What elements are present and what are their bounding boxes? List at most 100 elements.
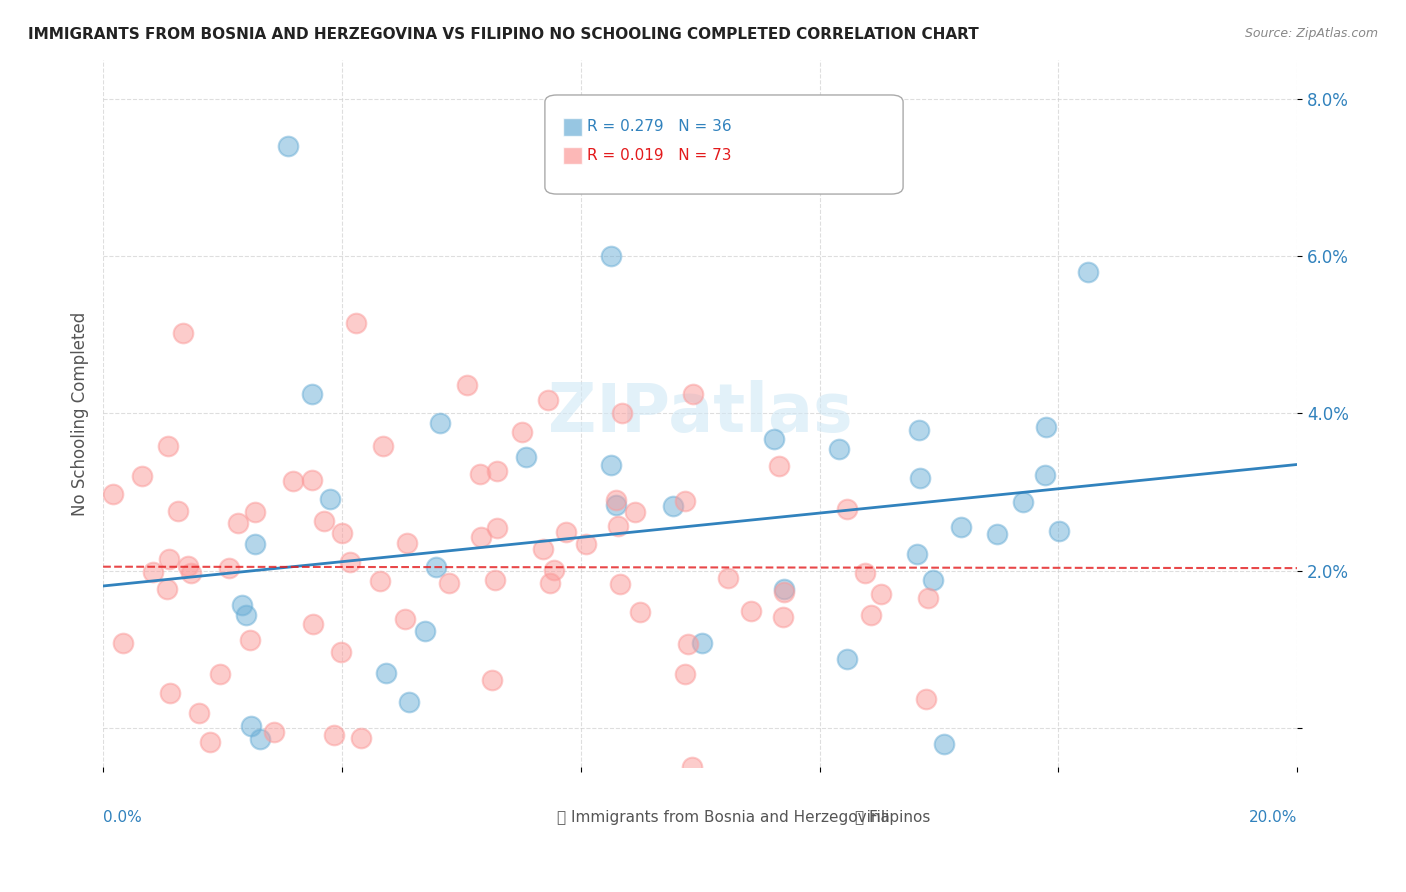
- Point: [1077, 265, 1099, 279]
- Point: [235, 608, 257, 623]
- Point: [835, 651, 858, 665]
- Point: [157, 551, 180, 566]
- Point: [673, 493, 696, 508]
- Point: [555, 524, 578, 539]
- Point: [112, 636, 135, 650]
- Point: [180, 566, 202, 580]
- Point: [322, 728, 344, 742]
- Text: R = 0.279   N = 36: R = 0.279 N = 36: [586, 120, 731, 135]
- Point: [908, 423, 931, 437]
- Point: [330, 526, 353, 541]
- Point: [1047, 524, 1070, 538]
- Point: [394, 612, 416, 626]
- Point: [908, 470, 931, 484]
- Point: [934, 737, 956, 751]
- Point: [690, 635, 713, 649]
- Bar: [562, 146, 582, 164]
- Point: [425, 560, 447, 574]
- Point: [599, 249, 621, 263]
- Point: [717, 571, 740, 585]
- Point: [917, 591, 939, 606]
- Point: [681, 760, 703, 774]
- Text: ZIPatlas: ZIPatlas: [548, 380, 852, 446]
- Point: [1033, 468, 1056, 483]
- Point: [281, 475, 304, 489]
- Point: [682, 387, 704, 401]
- Point: [828, 442, 851, 457]
- Point: [187, 706, 209, 720]
- Point: [330, 645, 353, 659]
- Point: [159, 686, 181, 700]
- Point: [301, 473, 323, 487]
- Point: [398, 695, 420, 709]
- Point: [740, 604, 762, 618]
- Point: [600, 458, 623, 473]
- Point: [167, 504, 190, 518]
- Point: [245, 536, 267, 550]
- Point: [860, 607, 883, 622]
- Text: ⬜ Filipinos: ⬜ Filipinos: [855, 810, 931, 825]
- Point: [456, 378, 478, 392]
- Point: [413, 624, 436, 638]
- Bar: [562, 119, 582, 136]
- Point: [605, 498, 627, 512]
- Point: [606, 518, 628, 533]
- Text: ⬜ Immigrants from Bosnia and Herzegovina: ⬜ Immigrants from Bosnia and Herzegovina: [557, 810, 890, 825]
- Point: [515, 450, 537, 464]
- Point: [538, 575, 561, 590]
- Point: [412, 772, 434, 786]
- Point: [301, 386, 323, 401]
- Text: Source: ZipAtlas.com: Source: ZipAtlas.com: [1244, 27, 1378, 40]
- Point: [949, 520, 972, 534]
- Point: [484, 573, 506, 587]
- Point: [240, 719, 263, 733]
- Point: [1012, 495, 1035, 509]
- Point: [853, 566, 876, 581]
- Point: [624, 505, 647, 519]
- Point: [510, 425, 533, 439]
- Point: [263, 725, 285, 739]
- Point: [481, 673, 503, 687]
- Point: [249, 731, 271, 746]
- Point: [905, 547, 928, 561]
- Point: [768, 459, 790, 474]
- Point: [339, 555, 361, 569]
- Point: [870, 587, 893, 601]
- Point: [142, 565, 165, 579]
- Point: [314, 514, 336, 528]
- Point: [610, 406, 633, 420]
- Point: [370, 574, 392, 589]
- Y-axis label: No Schooling Completed: No Schooling Completed: [72, 311, 89, 516]
- Point: [922, 574, 945, 588]
- Point: [662, 499, 685, 513]
- Point: [243, 505, 266, 519]
- Point: [156, 439, 179, 453]
- Point: [172, 326, 194, 340]
- Point: [344, 316, 367, 330]
- Point: [218, 560, 240, 574]
- Point: [429, 416, 451, 430]
- Point: [319, 492, 342, 507]
- Point: [277, 139, 299, 153]
- Point: [772, 582, 794, 597]
- Point: [131, 468, 153, 483]
- Point: [772, 610, 794, 624]
- Point: [675, 666, 697, 681]
- Point: [343, 792, 366, 806]
- Point: [609, 577, 631, 591]
- Text: 20.0%: 20.0%: [1249, 810, 1298, 825]
- Point: [537, 393, 560, 408]
- Point: [226, 516, 249, 530]
- Point: [773, 585, 796, 599]
- Point: [986, 527, 1008, 541]
- Point: [437, 575, 460, 590]
- Point: [485, 464, 508, 478]
- Point: [468, 467, 491, 481]
- Point: [156, 582, 179, 596]
- Point: [575, 537, 598, 551]
- Point: [396, 535, 419, 549]
- Point: [762, 432, 785, 446]
- Point: [198, 735, 221, 749]
- Point: [371, 439, 394, 453]
- Point: [209, 666, 232, 681]
